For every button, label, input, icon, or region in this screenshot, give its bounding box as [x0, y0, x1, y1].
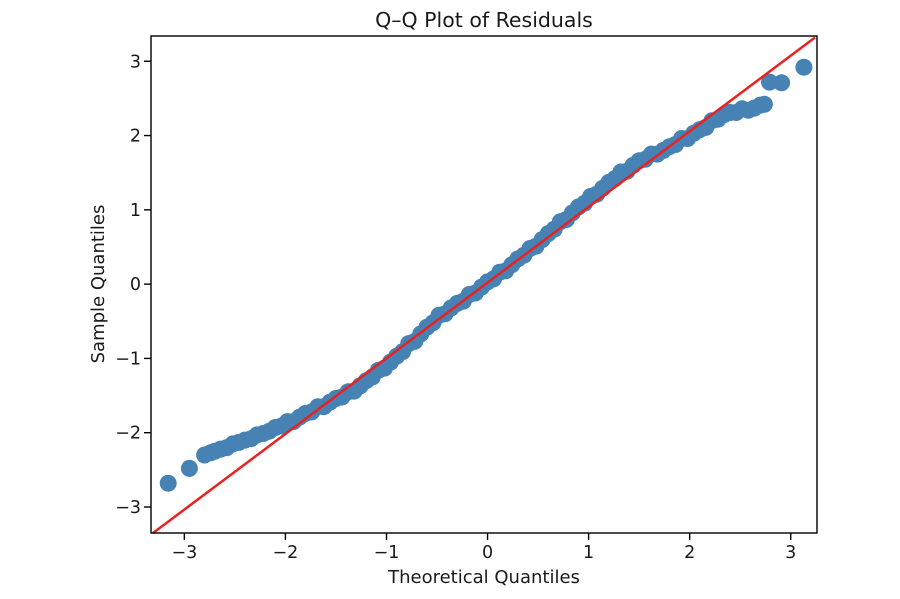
plot-area-border	[150, 35, 818, 534]
data-point	[755, 95, 773, 113]
reference-line	[152, 36, 816, 535]
y-tick-label: 2	[130, 127, 141, 147]
chart-title: Q–Q Plot of Residuals	[375, 8, 593, 32]
x-tick-label: 3	[785, 543, 796, 563]
x-tick-label: −2	[273, 543, 299, 563]
y-tick-label: −2	[115, 424, 141, 444]
x-tick-label: 2	[684, 543, 695, 563]
y-tick-label: −3	[115, 498, 141, 518]
y-tick-label: 3	[130, 52, 141, 72]
data-point	[773, 74, 791, 92]
y-axis-label: Sample Quantiles	[88, 205, 109, 364]
data-point	[180, 459, 198, 477]
x-tick-label: −1	[374, 543, 400, 563]
x-tick-label: 1	[583, 543, 594, 563]
y-tick-label: −1	[115, 349, 141, 369]
data-point	[761, 73, 778, 91]
x-axis-label: Theoretical Quantiles	[387, 567, 580, 588]
x-tick-label: 0	[482, 543, 493, 563]
data-point	[159, 474, 177, 492]
x-tick-label: −3	[171, 543, 197, 563]
data-point	[795, 58, 813, 76]
axis-ticks: −3 −2 −1 0 1 2 3 −3 −2 −1 0 1 2 3	[115, 52, 796, 563]
y-tick-label: 1	[130, 201, 141, 221]
y-tick-label: 0	[130, 275, 141, 295]
fit-line	[152, 36, 816, 535]
